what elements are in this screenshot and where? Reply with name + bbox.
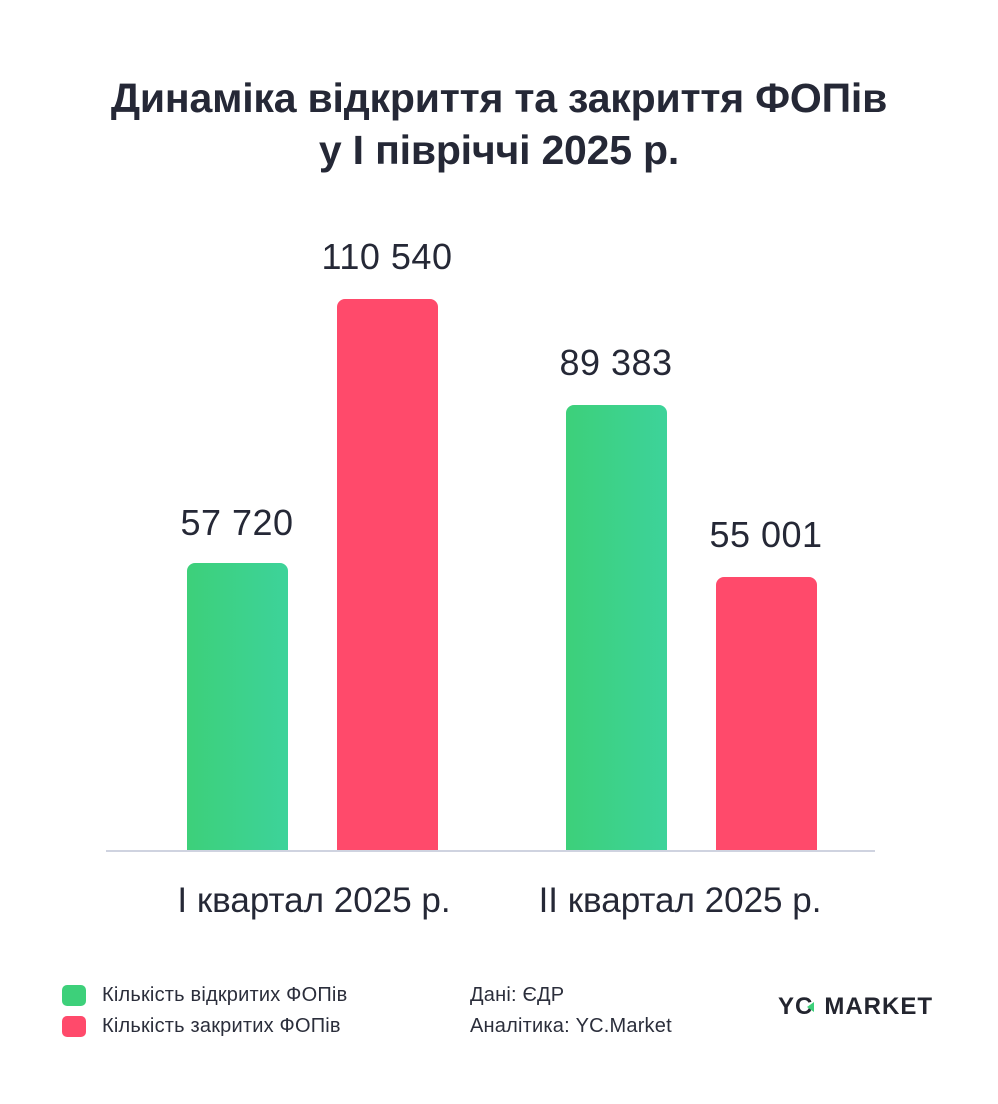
analytics-source: Аналітика: YC.Market — [470, 1015, 672, 1037]
legend-label: Кількість відкритих ФОПів — [102, 984, 348, 1006]
yc-market-logo: YC MARKET — [778, 993, 933, 1021]
chart-title: Динаміка відкриття та закриття ФОПів у I… — [0, 72, 998, 176]
legend-item-opened: Кількість відкритих ФОПів — [62, 980, 347, 1011]
source-notes: Дані: ЄДР Аналітика: YC.Market — [470, 980, 672, 1042]
legend-item-closed: Кількість закритих ФОПів — [62, 1011, 347, 1042]
bar-value-label: 89 383 — [559, 342, 673, 383]
legend-label: Кількість закритих ФОПів — [102, 1015, 341, 1037]
bar-q2-opened — [566, 405, 667, 851]
x-axis-label-q2: II квартал 2025 р. — [538, 881, 822, 920]
bar-q1-opened — [187, 563, 288, 851]
logo-arrow-icon — [807, 1002, 815, 1012]
logo-text-right: MARKET — [824, 993, 933, 1020]
legend-swatch-red-icon — [62, 1016, 86, 1037]
chart-title-line-1: Динаміка відкриття та закриття ФОПів — [110, 75, 888, 121]
x-axis-line — [106, 850, 875, 852]
bar-value-label: 110 540 — [321, 236, 453, 277]
chart-title-line-2: у I півріччі 2025 р. — [318, 127, 680, 173]
legend-swatch-green-icon — [62, 985, 86, 1006]
bar-q2-closed — [716, 577, 817, 851]
data-source: Дані: ЄДР — [470, 984, 565, 1006]
bar-value-label: 55 001 — [709, 514, 823, 555]
bar-value-label: 57 720 — [180, 502, 294, 543]
legend: Кількість відкритих ФОПів Кількість закр… — [62, 980, 347, 1042]
bar-q1-closed — [337, 299, 438, 851]
logo-text-left: YC — [778, 993, 814, 1020]
x-axis-label-q1: I квартал 2025 р. — [177, 881, 451, 920]
